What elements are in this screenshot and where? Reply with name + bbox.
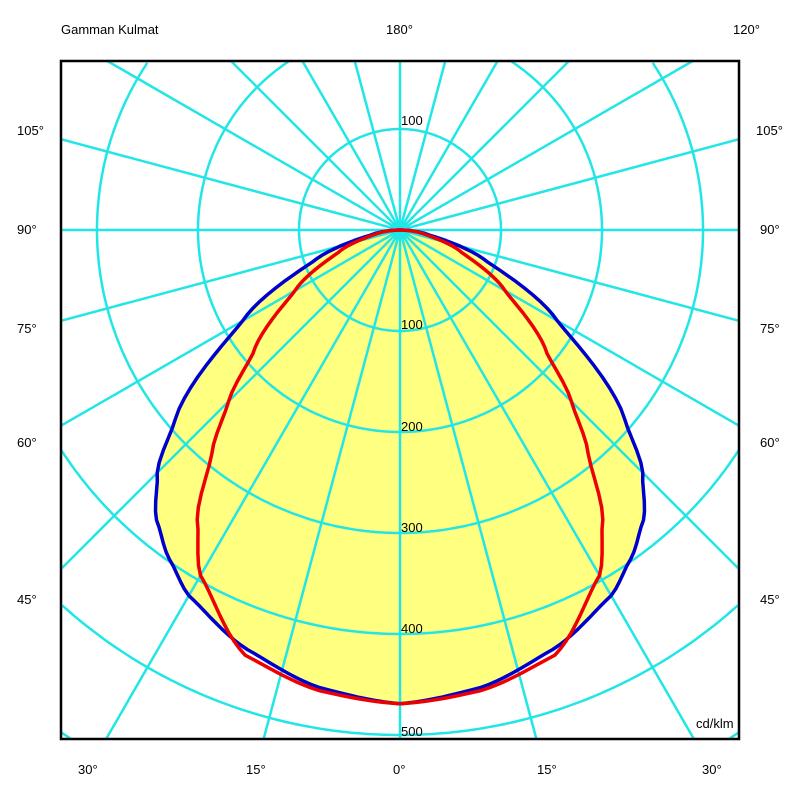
bottom-label-30-right: 30° [702,762,722,777]
grid-radial-120 [399,59,694,232]
side-label-right-90: 90° [760,222,780,237]
grid-ring-200 [196,60,604,434]
grid-radial-150 [398,60,499,231]
grid-ring-600 [60,731,740,740]
side-label-left-105: 105° [17,123,44,138]
ring-label-300: 300 [401,520,423,535]
grid-radial-345 [262,229,402,740]
ring-label-upper-100: 100 [401,113,423,128]
side-label-left-75: 75° [17,321,37,336]
series-curve-1 [195,228,605,706]
side-label-left-60: 60° [17,435,37,450]
grid-ring-500 [61,604,739,737]
top-label-180: 180° [386,22,413,37]
unit-label: cd/klm [696,716,734,731]
grid-radial-225 [230,60,401,231]
bottom-label-30-left: 30° [78,762,98,777]
chart-title: Gamman Kulmat [61,22,159,37]
grid-ring-300 [95,62,705,535]
grid-radial-330 [105,229,402,740]
grid-radial-15 [398,229,538,740]
bottom-label-15-right: 15° [537,762,557,777]
top-label-120: 120° [733,22,760,37]
grid-radial-240 [106,59,401,232]
grid-radial-210 [301,60,402,231]
bottom-label-15-left: 15° [246,762,266,777]
grid-radial-165 [398,60,447,231]
side-label-right-75: 75° [760,321,780,336]
side-label-left-45: 45° [17,592,37,607]
side-label-right-45: 45° [760,592,780,607]
side-label-right-60: 60° [760,435,780,450]
grid-radial-135 [399,60,570,231]
bottom-label-0: 0° [393,762,406,777]
ring-label-100: 100 [401,317,423,332]
grid-radial-60 [399,228,740,427]
grid-radial-300 [60,228,401,427]
ring-label-400: 400 [401,621,423,636]
ring-label-500: 500 [401,724,423,739]
side-label-left-90: 90° [17,222,37,237]
side-label-right-105: 105° [756,123,783,138]
grid-radial-195 [353,60,402,231]
grid-radial-255 [60,137,401,232]
ring-label-200: 200 [401,419,423,434]
grid-radial-105 [399,137,740,232]
grid-radial-30 [398,229,695,740]
plot-frame [59,59,741,741]
